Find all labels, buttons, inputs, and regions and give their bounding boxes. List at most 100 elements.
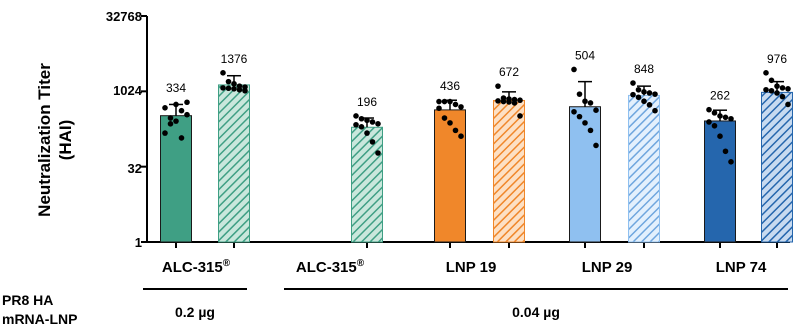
data-point [458, 104, 464, 110]
data-point [358, 115, 365, 122]
data-point [785, 101, 791, 108]
data-point [220, 85, 226, 91]
data-point [441, 115, 448, 121]
bar [160, 115, 192, 243]
bar [761, 91, 793, 243]
data-point [364, 117, 370, 124]
data-point [576, 113, 583, 120]
chart-marks: 334 1376 196 436 672 504 848 262 976 [160, 48, 793, 243]
data-point [635, 94, 642, 101]
data-point [706, 106, 712, 113]
data-point [178, 107, 185, 114]
bar [218, 84, 250, 243]
y-tick-label-32: 32 [128, 161, 142, 176]
bar-value-label: 848 [634, 62, 654, 76]
data-point [593, 107, 599, 113]
data-point [587, 127, 594, 134]
data-point [722, 148, 729, 155]
bar-group: 436 [434, 79, 466, 243]
bar-value-label: 436 [440, 79, 460, 93]
data-point [728, 159, 734, 165]
data-point [452, 127, 459, 134]
data-point [353, 121, 359, 128]
bar [493, 99, 525, 243]
data-point [225, 78, 232, 85]
row-label-line1: PR8 HA [2, 292, 53, 308]
dose-label-0-04ug: 0.04 µg [512, 304, 560, 320]
data-point [369, 139, 376, 145]
data-point [774, 90, 780, 96]
data-point [506, 99, 512, 105]
data-point [231, 86, 237, 92]
bar-value-label: 672 [499, 65, 519, 79]
data-point [436, 105, 442, 112]
data-point [768, 77, 775, 84]
x-category-label-alc315-b: ALC-315® [296, 258, 365, 276]
data-point [358, 124, 365, 130]
data-point [630, 80, 636, 86]
bar-value-label: 1376 [221, 52, 248, 66]
data-point [728, 115, 734, 122]
data-point [369, 119, 376, 125]
data-point [447, 98, 453, 105]
bar [628, 94, 660, 243]
data-point [646, 102, 653, 108]
bar-value-label: 504 [575, 48, 595, 62]
bar-group: 504 [569, 48, 601, 243]
data-point [178, 135, 185, 141]
bar-value-label: 334 [166, 81, 186, 95]
data-point [184, 111, 190, 118]
data-point [711, 110, 718, 116]
data-point [711, 122, 718, 129]
data-point [630, 91, 636, 98]
data-point [375, 120, 381, 127]
data-point [785, 86, 791, 92]
y-axis-title-line1: Neutralization Titer [35, 63, 54, 217]
bar [569, 106, 601, 243]
data-point [236, 86, 243, 93]
data-point [768, 87, 775, 94]
data-point [646, 90, 653, 96]
data-point [364, 130, 370, 136]
data-point [774, 83, 780, 89]
bar-value-label: 976 [767, 52, 787, 66]
data-point [571, 108, 577, 115]
data-point [517, 97, 523, 104]
x-category-label-lnp74: LNP 74 [716, 259, 767, 276]
x-category-label-alc315-a: ALC-315® [162, 258, 231, 276]
data-point [441, 98, 448, 105]
y-tick-label-1024: 1024 [113, 83, 143, 98]
y-axis-title-line2: (HAI) [56, 120, 75, 161]
registered-mark: ® [357, 258, 365, 269]
data-point [500, 98, 507, 105]
bar-group: 262 [704, 89, 736, 243]
data-point [231, 80, 237, 87]
data-point [447, 120, 453, 126]
bar [704, 120, 736, 243]
bar-group: 1376 [218, 52, 250, 243]
data-point [242, 87, 248, 94]
data-point [173, 118, 179, 124]
bar-group: 976 [761, 52, 793, 243]
data-point [641, 98, 647, 105]
data-point [779, 93, 786, 100]
data-point [375, 150, 381, 156]
data-point [641, 89, 647, 95]
bar-group: 672 [493, 65, 525, 243]
x-category-label-lnp19: LNP 19 [446, 259, 497, 276]
data-point [571, 66, 577, 73]
y-tick-label-32768: 32768 [106, 9, 142, 24]
data-point [173, 101, 179, 108]
data-point [167, 120, 174, 127]
bar [434, 109, 466, 243]
data-point [635, 86, 642, 93]
data-point [511, 100, 518, 106]
data-point [225, 85, 232, 92]
data-point [717, 113, 723, 119]
data-point [436, 98, 442, 105]
bar-group: 334 [160, 81, 192, 243]
axes [141, 15, 790, 248]
data-point [162, 105, 168, 111]
data-point [763, 86, 769, 93]
